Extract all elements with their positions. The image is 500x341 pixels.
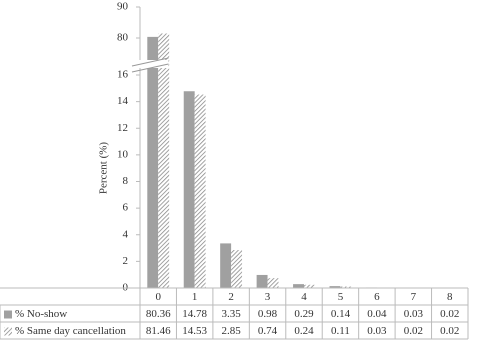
y-tick-label: 8 [123,175,129,187]
y-tick-label: 16 [117,69,129,81]
bar [147,36,159,288]
bar [194,94,206,289]
table-value: 14.78 [182,308,207,320]
y-tick-label: 2 [123,255,129,267]
legend-swatch [4,310,12,319]
bar [304,284,315,288]
bar [329,286,341,288]
table-value: 3.35 [221,308,241,320]
y-tick-label: 12 [117,122,128,134]
table-value: 0.04 [367,308,387,320]
x-tick-label: 3 [265,291,271,303]
y-tick-label: 10 [117,148,129,160]
table-value: 0.03 [404,308,424,320]
x-tick-label: 7 [411,291,417,303]
x-tick-label: 5 [338,291,344,303]
table-value: 2.85 [221,325,241,337]
bar [267,278,279,288]
table-value: 80.36 [146,308,171,320]
legend-label: % Same day cancellation [15,325,126,337]
table-value: 0.02 [440,308,459,320]
y-tick-label: 6 [123,202,129,214]
table-value: 0.02 [440,325,459,337]
table-value: 0.24 [294,325,314,337]
y-tick-label: 4 [123,228,129,240]
bar [158,33,170,288]
y-tick-label: 90 [117,1,129,13]
bar [183,91,195,289]
table-value: 0.29 [294,308,314,320]
table-value: 81.46 [146,325,171,337]
legend-swatch [4,327,12,336]
table-value: 0.14 [331,308,351,320]
legend-label: % No-show [15,308,67,320]
table-value: 0.98 [258,308,278,320]
bar [340,286,352,288]
y-tick-label: 14 [117,95,129,107]
x-tick-label: 2 [228,291,234,303]
bar [256,274,268,288]
axis-break-line [131,63,169,73]
axis-break [132,60,169,68]
x-tick-label: 6 [374,291,380,303]
bar [231,250,243,288]
x-tick-label: 8 [447,291,453,303]
bar [220,243,232,288]
bar [293,284,304,288]
x-tick-label: 4 [301,291,307,303]
table-value: 0.74 [258,325,278,337]
y-axis-label: Percent (%) [98,142,110,195]
table-value: 0.11 [331,325,350,337]
y-tick-label: 80 [117,32,129,44]
table-value: 0.03 [367,325,387,337]
x-tick-label: 1 [192,291,198,303]
x-tick-label: 0 [155,291,161,303]
axis-break-line [131,57,169,67]
table-value: 14.53 [182,325,207,337]
table-value: 0.02 [404,325,423,337]
